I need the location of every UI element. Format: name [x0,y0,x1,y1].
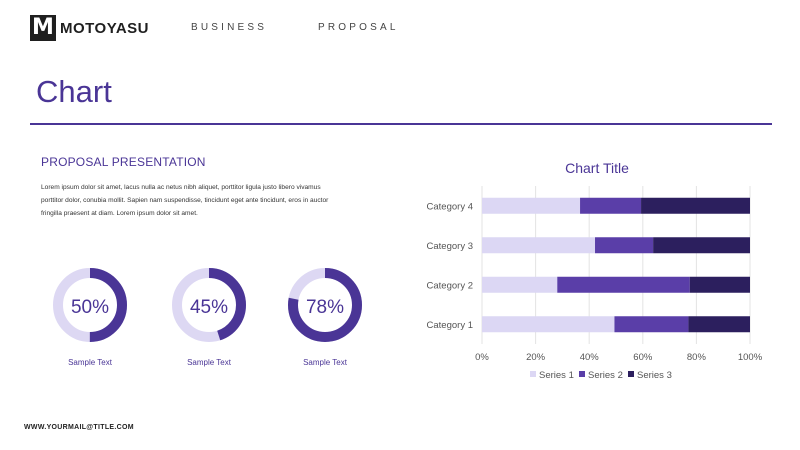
header-word-proposal: PROPOSAL [318,22,399,33]
bar-segment-series-3 [641,197,750,214]
donut-progress [53,268,127,342]
legend-swatch [579,371,585,377]
header-word-business: BUSINESS [191,22,268,33]
bar-segment-series-1 [482,197,581,214]
donut-progress [172,268,246,342]
body-paragraph: Lorem ipsum dolor sit amet, lacus nulla … [41,184,329,217]
stacked-bar-chart: Chart Title Category 1 Category 2 Category… [427,160,763,381]
bar-segment-series-1 [482,276,558,293]
x-tick-label: 60% [633,352,653,363]
donut-percent: 45% [190,297,228,318]
donut-progress [288,268,362,342]
page-title: Chart [36,74,112,109]
donut-caption-1: Sample Text [68,358,112,367]
x-tick-label: 40% [580,352,600,363]
footer-website: WWW.YOURMAIL@TITLE.COM [24,424,134,431]
legend-label: Series 1 [539,370,574,381]
bar-segment-series-2 [580,197,642,214]
bar-segment-series-1 [482,237,596,254]
x-tick-label: 80% [687,352,707,363]
donut-chart-2: 45% [172,268,246,342]
donut-percent: 50% [71,297,109,318]
category-label: Category 3 [427,241,473,252]
bar-segment-series-1 [482,316,615,333]
category-label: Category 4 [427,201,473,212]
category-label: Category 1 [427,320,473,331]
legend-swatch [628,371,634,377]
x-tick-label: 0% [475,352,489,363]
title-divider [30,123,772,125]
category-label: Category 2 [427,280,473,291]
logo-name: MOTOYASU [60,19,150,37]
bar-segment-series-3 [653,237,750,254]
donut-caption-3: Sample Text [303,358,347,367]
donut-chart-3: 78% [288,268,362,342]
section-heading: PROPOSAL PRESENTATION [41,155,206,169]
bar-segment-series-3 [689,276,750,293]
logo-mark: M [30,15,56,41]
donut-caption-2: Sample Text [187,358,231,367]
donut-percent: 78% [306,297,344,318]
x-tick-label: 20% [526,352,546,363]
bar-segment-series-3 [688,316,750,333]
bar-segment-series-2 [557,276,690,293]
legend-swatch [530,371,536,377]
donut-chart-1: 50% [53,268,127,342]
bar-segment-series-2 [595,237,654,254]
logo: M MOTOYASU [30,15,149,41]
legend-label: Series 3 [637,370,672,381]
legend-label: Series 2 [588,370,623,381]
x-tick-label: 100% [738,352,763,363]
bar-segment-series-2 [614,316,689,333]
chart-title: Chart Title [565,160,629,176]
